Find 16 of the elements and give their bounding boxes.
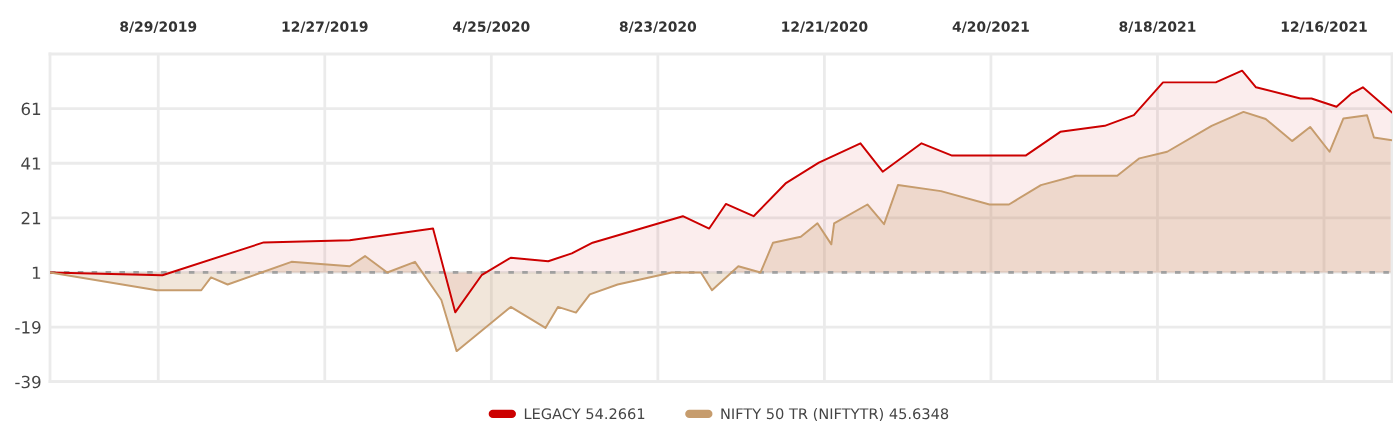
y-tick-label: -39 — [15, 375, 41, 389]
y-tick-label: 41 — [21, 157, 41, 170]
x-tick-label: 8/29/2019 — [120, 21, 197, 33]
legend-label: NIFTY 50 TR (NIFTYTR) 45.6348 — [721, 407, 949, 421]
y-tick-label: 61 — [21, 102, 41, 116]
x-tick-label: 12/27/2019 — [282, 21, 368, 33]
legend-label: LEGACY 54.2661 — [524, 408, 645, 420]
x-tick-label: 12/21/2020 — [782, 21, 868, 33]
y-tick-label: -19 — [15, 321, 41, 334]
x-tick-label: 4/20/2021 — [952, 21, 1029, 33]
x-tick-label: 4/25/2020 — [453, 21, 530, 33]
x-tick-label: 12/16/2021 — [1281, 21, 1367, 33]
y-tick-label: 21 — [21, 211, 41, 225]
x-tick-label: 8/23/2020 — [619, 21, 697, 33]
y-tick-label: 1 — [32, 266, 41, 279]
x-tick-label: 8/18/2021 — [1119, 21, 1196, 33]
